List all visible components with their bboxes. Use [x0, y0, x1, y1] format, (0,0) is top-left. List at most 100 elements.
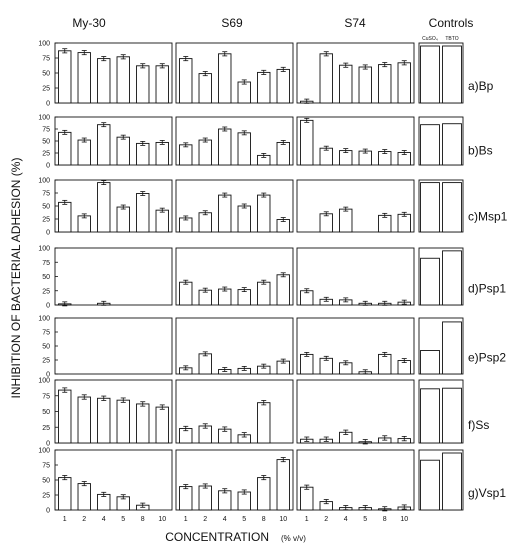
y-tick-label: 0 [46, 101, 50, 108]
x-tick-label: 1 [184, 516, 188, 523]
bar [136, 142, 150, 166]
bar [58, 50, 72, 104]
panel-frame [418, 379, 464, 444]
panel-frame [54, 116, 173, 166]
bar [77, 396, 91, 444]
row-label: b)Bs [468, 143, 493, 157]
panel-frame [296, 116, 415, 166]
x-tick-label: 8 [262, 516, 266, 523]
bar [58, 389, 72, 444]
bar [136, 65, 150, 104]
panel-frame [54, 42, 173, 104]
bar [237, 81, 251, 104]
bar [116, 56, 130, 104]
bar [300, 119, 314, 166]
column-header: Controls [429, 16, 474, 30]
y-tick-label: 100 [38, 316, 50, 323]
bar [179, 281, 193, 306]
panel-frame [296, 179, 415, 233]
control-bar [420, 350, 440, 375]
chart-row: 0 25 50 75 100 CuSO₄ TBTO a)Bp [38, 36, 493, 108]
x-tick-label: 10 [279, 516, 287, 523]
bar [155, 141, 169, 166]
y-tick-label: 0 [46, 303, 50, 310]
y-tick-label: 100 [38, 448, 50, 455]
bar [276, 274, 290, 306]
bar [378, 353, 392, 375]
row-label: d)Psp1 [468, 281, 506, 295]
bar [378, 64, 392, 104]
bar [198, 212, 212, 233]
bar [97, 124, 111, 166]
column-header: S69 [221, 16, 243, 30]
panel-frame [175, 116, 294, 166]
y-tick-label: 50 [42, 478, 50, 485]
bar [300, 353, 314, 375]
y-tick-label: 25 [42, 288, 50, 295]
chart-row: 0 25 50 75 100 f)Ss [38, 378, 489, 448]
y-tick-label: 75 [42, 191, 50, 198]
bar [378, 214, 392, 233]
row-label: c)Msp1 [468, 210, 508, 224]
y-tick-label: 75 [42, 463, 50, 470]
bar [198, 353, 212, 375]
bar [97, 397, 111, 444]
control-bar [420, 45, 440, 104]
y-tick-label: 0 [46, 230, 50, 237]
x-tick-label: 1 [63, 516, 67, 523]
x-tick-label: 8 [141, 516, 145, 523]
bar [155, 65, 169, 104]
bar [339, 208, 353, 233]
panel-frame [54, 247, 173, 306]
y-tick-label: 50 [42, 204, 50, 211]
control-bar [420, 124, 440, 166]
bar [136, 403, 150, 444]
x-axis-unit: (% v/v) [281, 534, 306, 543]
bar [237, 491, 251, 511]
x-tick-label: 8 [383, 516, 387, 523]
control-bar [442, 452, 462, 511]
bar [58, 131, 72, 166]
x-tick-label: 4 [223, 516, 227, 523]
bar [155, 209, 169, 233]
bar [319, 213, 333, 233]
chart-row: 0 25 50 75 100 g)Vsp1 [38, 448, 506, 515]
panel-frame [418, 42, 464, 104]
x-tick-label: 1 [305, 516, 309, 523]
bar [319, 53, 333, 104]
bar [319, 147, 333, 166]
y-tick-label: 25 [42, 425, 50, 432]
y-tick-label: 75 [42, 56, 50, 63]
y-tick-label: 100 [38, 378, 50, 385]
panel-frame [296, 247, 415, 306]
bar [116, 136, 130, 166]
y-tick-label: 0 [46, 508, 50, 515]
control-label: TBTO [445, 36, 458, 42]
control-bar [420, 388, 440, 444]
x-tick-label: 4 [102, 516, 106, 523]
bar [116, 206, 130, 233]
bar [276, 459, 290, 511]
y-tick-label: 0 [46, 441, 50, 448]
panel-frame [54, 379, 173, 444]
panel-frame [175, 42, 294, 104]
chart-row: 0 25 50 75 100 e)Psp2 [38, 316, 506, 379]
y-tick-label: 25 [42, 358, 50, 365]
bar [218, 53, 232, 104]
x-tick-label: 4 [344, 516, 348, 523]
y-tick-label: 100 [38, 41, 50, 48]
panel-frame [175, 247, 294, 306]
bar [179, 486, 193, 511]
bar [58, 201, 72, 233]
bar [179, 58, 193, 104]
y-tick-label: 100 [38, 246, 50, 253]
y-tick-label: 25 [42, 86, 50, 93]
y-tick-label: 100 [38, 178, 50, 185]
control-bar [442, 250, 462, 306]
x-tick-labels: 1 2 4 5 8 10 1 2 4 5 8 10 1 2 4 5 8 10 [63, 516, 408, 523]
control-bar [442, 182, 462, 233]
control-bar [420, 257, 440, 306]
x-tick-label: 5 [121, 516, 125, 523]
